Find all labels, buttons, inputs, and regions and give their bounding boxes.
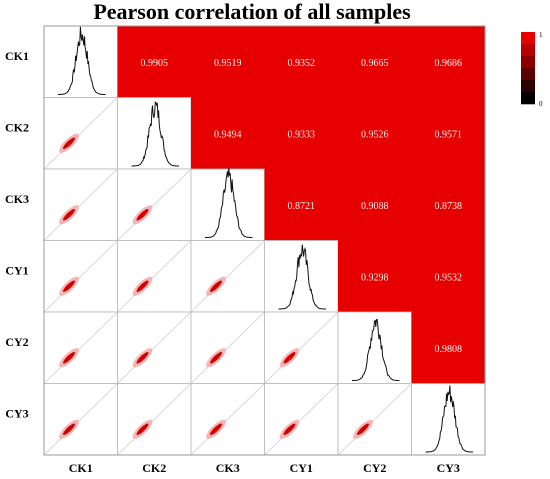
heat-cell-cy1-cy2 bbox=[338, 240, 412, 312]
scatter-reference-line bbox=[117, 383, 192, 456]
column-label-ck3: CK3 bbox=[216, 461, 240, 475]
scatter-cloud-core bbox=[283, 423, 296, 436]
color-legend: 10 bbox=[521, 31, 543, 108]
density-trace-ck3 bbox=[205, 167, 253, 238]
scatter-cloud-core bbox=[136, 351, 149, 364]
scatter-cloud-core bbox=[63, 280, 75, 293]
scatter-reference-line bbox=[190, 383, 265, 456]
chart-title: Pearson correlation of all samples bbox=[93, 0, 411, 24]
scatter-cloud-core bbox=[136, 208, 149, 221]
correlation-value-cy1-cy3: 0.9532 bbox=[435, 272, 463, 283]
scatter-reference-line bbox=[43, 168, 118, 241]
scatter-cloud-core bbox=[63, 137, 75, 150]
scatter-reference-line bbox=[43, 311, 118, 384]
row-label-cy3: CY3 bbox=[5, 407, 28, 421]
heat-cell-ck1-ck2 bbox=[117, 26, 191, 98]
legend-min-label: 0 bbox=[539, 100, 543, 108]
scatter-reference-line bbox=[190, 311, 265, 384]
heat-cell-ck3-cy3 bbox=[411, 169, 485, 241]
scatter-cloud-core bbox=[63, 351, 75, 364]
heat-cell-ck2-cy2 bbox=[338, 97, 412, 169]
column-label-cy2: CY2 bbox=[363, 461, 386, 475]
scatter-reference-line bbox=[337, 383, 412, 456]
scatter-reference-line bbox=[117, 240, 192, 313]
heat-cell-ck1-cy1 bbox=[264, 26, 338, 98]
correlation-value-ck2-cy3: 0.9571 bbox=[435, 129, 463, 140]
heat-cell-ck3-cy2 bbox=[338, 169, 412, 241]
correlation-value-ck3-cy3: 0.8738 bbox=[435, 201, 463, 212]
column-label-cy1: CY1 bbox=[290, 461, 313, 475]
heat-cell-cy2-cy3 bbox=[411, 312, 485, 384]
correlation-value-ck3-cy2: 0.9088 bbox=[361, 201, 389, 212]
correlation-value-cy1-cy2: 0.9298 bbox=[361, 272, 389, 283]
heat-cell-cy1-cy3 bbox=[411, 240, 485, 312]
row-label-cy2: CY2 bbox=[5, 335, 28, 349]
density-trace-ck1 bbox=[58, 26, 106, 95]
correlation-value-ck1-ck2: 0.9905 bbox=[141, 58, 169, 69]
correlation-value-ck3-cy1: 0.8721 bbox=[288, 201, 316, 212]
diagonal-cell-cy3 bbox=[411, 383, 486, 456]
density-trace-ck2 bbox=[131, 101, 179, 167]
correlation-value-ck2-cy1: 0.9333 bbox=[288, 129, 316, 140]
column-label-ck1: CK1 bbox=[69, 461, 93, 475]
scatter-reference-line bbox=[43, 383, 118, 456]
density-trace-cy3 bbox=[425, 385, 473, 453]
legend-swatch bbox=[521, 92, 535, 105]
column-label-cy3: CY3 bbox=[437, 461, 460, 475]
correlation-value-ck1-cy1: 0.9352 bbox=[288, 58, 316, 69]
legend-swatch bbox=[521, 68, 535, 81]
legend-swatch bbox=[521, 56, 535, 69]
scatter-cloud-core bbox=[210, 351, 222, 364]
correlation-value-ck1-ck3: 0.9519 bbox=[214, 58, 242, 69]
scatter-cloud-core bbox=[357, 423, 369, 436]
legend-max-label: 1 bbox=[539, 31, 543, 39]
legend-swatch bbox=[521, 80, 535, 93]
heat-cell-ck1-ck3 bbox=[191, 26, 265, 98]
diagonal-cell-cy2 bbox=[337, 311, 412, 384]
row-label-ck1: CK1 bbox=[5, 49, 29, 63]
axis-labels: CK1 CK2 CK3 CY1 CY2 CY3 CK1 CK2 CK3 CY1 CY2 CY3 bbox=[5, 49, 460, 475]
correlation-value-ck1-cy2: 0.9665 bbox=[361, 58, 389, 69]
scatter-cloud-core bbox=[210, 280, 222, 293]
density-trace-cy2 bbox=[352, 318, 400, 381]
legend-swatch bbox=[521, 44, 535, 57]
matrix-border bbox=[43, 25, 486, 456]
heat-cell-ck2-cy1 bbox=[264, 97, 338, 169]
correlation-value-ck2-ck3: 0.9494 bbox=[214, 129, 242, 140]
legend-swatch bbox=[521, 32, 535, 45]
scatter-cloud-core bbox=[283, 351, 296, 364]
row-label-ck3: CK3 bbox=[5, 192, 29, 206]
column-label-ck2: CK2 bbox=[142, 461, 166, 475]
heat-cell-ck3-cy1 bbox=[264, 169, 338, 241]
scatter-cloud-core bbox=[136, 423, 149, 436]
scatter-cloud-core bbox=[210, 423, 222, 436]
row-label-ck2: CK2 bbox=[5, 121, 29, 135]
heat-cell-ck2-ck3 bbox=[191, 97, 265, 169]
heat-cell-ck1-cy3 bbox=[411, 26, 485, 98]
row-label-cy1: CY1 bbox=[5, 264, 28, 278]
scatter-reference-line bbox=[264, 383, 339, 456]
density-trace-cy1 bbox=[278, 244, 326, 310]
scatter-cloud-core bbox=[63, 208, 75, 221]
scatter-reference-line bbox=[117, 311, 192, 384]
diagonal-cell-ck1 bbox=[43, 25, 118, 98]
diagonal-cell-ck2 bbox=[117, 97, 192, 170]
scatter-reference-line bbox=[190, 240, 265, 313]
heat-cell-ck2-cy3 bbox=[411, 97, 485, 169]
diagonal-cell-cy1 bbox=[264, 240, 339, 313]
correlation-value-ck2-cy2: 0.9526 bbox=[361, 129, 389, 140]
diagonal-cell-ck3 bbox=[190, 168, 265, 241]
matrix-grid: 0.9905 0.9519 0.9352 0.9665 0.9686 0.9494 0.93… bbox=[43, 25, 486, 456]
heat-cell-ck1-cy2 bbox=[338, 26, 412, 98]
scatter-cloud-core bbox=[136, 280, 149, 293]
scatter-reference-line bbox=[43, 240, 118, 313]
scatter-cloud-core bbox=[63, 423, 75, 436]
correlation-value-ck1-cy3: 0.9686 bbox=[435, 58, 463, 69]
correlation-value-cy2-cy3: 0.9808 bbox=[435, 344, 463, 355]
scatter-reference-line bbox=[264, 311, 339, 384]
scatter-reference-line bbox=[117, 168, 192, 241]
scatter-reference-line bbox=[43, 97, 118, 170]
